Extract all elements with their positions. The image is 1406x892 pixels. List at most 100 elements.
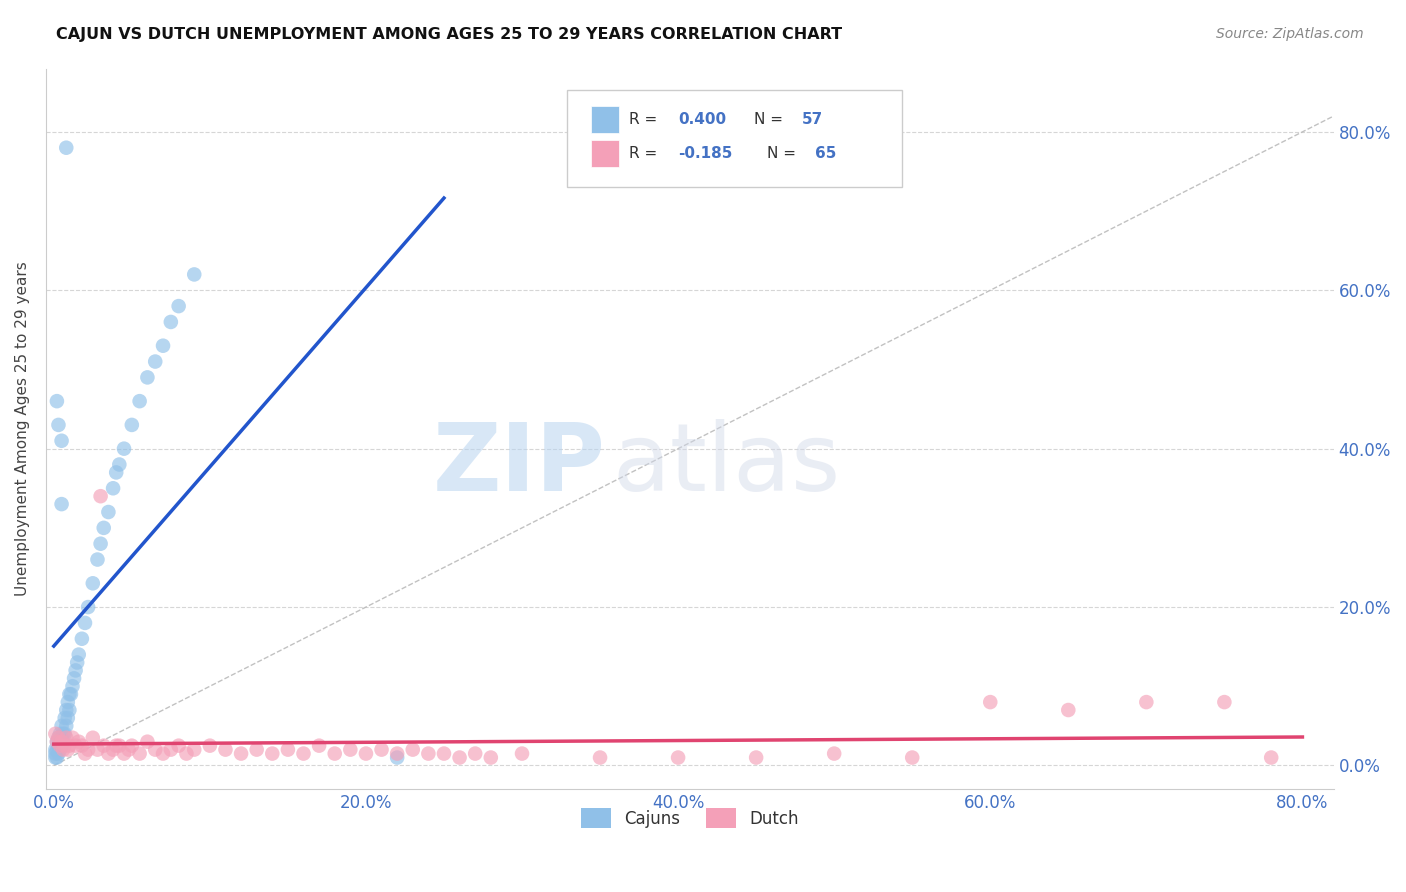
Point	[308, 739, 330, 753]
Point	[229, 747, 252, 761]
Text: atlas: atlas	[613, 419, 841, 511]
Point	[1213, 695, 1236, 709]
Point	[121, 417, 143, 432]
Point	[823, 747, 845, 761]
Point	[90, 537, 112, 551]
Point	[901, 750, 924, 764]
Point	[48, 731, 70, 745]
Text: 0.400: 0.400	[678, 112, 727, 128]
Point	[48, 739, 70, 753]
Point	[402, 742, 425, 756]
Point	[198, 739, 221, 753]
Point	[143, 742, 166, 756]
Point	[449, 750, 471, 764]
Point	[262, 747, 284, 761]
Point	[66, 656, 89, 670]
Point	[44, 750, 66, 764]
Point	[108, 739, 131, 753]
Point	[183, 268, 205, 282]
FancyBboxPatch shape	[568, 90, 903, 187]
Point	[385, 750, 408, 764]
Point	[108, 458, 131, 472]
Point	[55, 719, 77, 733]
Point	[128, 747, 150, 761]
Point	[479, 750, 502, 764]
Point	[55, 141, 77, 155]
Point	[323, 747, 346, 761]
Bar	[591, 140, 619, 168]
Point	[44, 747, 66, 761]
Point	[49, 742, 72, 756]
Point	[62, 679, 84, 693]
Point	[59, 687, 82, 701]
Point	[745, 750, 768, 764]
Point	[56, 695, 79, 709]
Point	[101, 742, 124, 756]
Point	[128, 394, 150, 409]
Point	[65, 739, 87, 753]
Point	[48, 747, 70, 761]
Point	[70, 632, 93, 646]
Point	[49, 739, 72, 753]
Point	[105, 466, 128, 480]
Point	[143, 354, 166, 368]
Point	[63, 671, 86, 685]
Point	[160, 315, 183, 329]
Point	[82, 576, 104, 591]
Point	[152, 747, 174, 761]
Point	[121, 739, 143, 753]
Point	[385, 747, 408, 761]
Text: -0.185: -0.185	[678, 146, 733, 161]
Point	[118, 742, 141, 756]
Point	[152, 339, 174, 353]
Point	[464, 747, 486, 761]
Text: 65: 65	[814, 146, 837, 161]
Point	[136, 370, 159, 384]
Point	[97, 747, 120, 761]
Point	[246, 742, 269, 756]
Text: Source: ZipAtlas.com: Source: ZipAtlas.com	[1216, 27, 1364, 41]
Point	[510, 747, 533, 761]
Point	[45, 735, 67, 749]
Point	[97, 505, 120, 519]
Point	[167, 299, 190, 313]
Point	[589, 750, 612, 764]
Point	[101, 481, 124, 495]
Point	[93, 521, 115, 535]
Point	[77, 742, 100, 756]
Point	[979, 695, 1001, 709]
Point	[48, 731, 70, 745]
Point	[160, 742, 183, 756]
Point	[52, 727, 75, 741]
Point	[58, 703, 80, 717]
Point	[58, 687, 80, 701]
Point	[45, 735, 67, 749]
Point	[292, 747, 315, 761]
Point	[45, 742, 67, 756]
Point	[86, 552, 108, 566]
Point	[70, 739, 93, 753]
Point	[93, 739, 115, 753]
Point	[176, 747, 198, 761]
Text: R =: R =	[630, 112, 662, 128]
Point	[52, 742, 75, 756]
Point	[167, 739, 190, 753]
Point	[73, 615, 96, 630]
Point	[55, 703, 77, 717]
Point	[53, 711, 76, 725]
Point	[339, 742, 361, 756]
Point	[277, 742, 299, 756]
Point	[90, 489, 112, 503]
Point	[62, 731, 84, 745]
Point	[418, 747, 440, 761]
Point	[433, 747, 456, 761]
Text: N =: N =	[768, 146, 801, 161]
Point	[370, 742, 392, 756]
Point	[1057, 703, 1080, 717]
Point	[45, 394, 67, 409]
Point	[56, 711, 79, 725]
Point	[44, 727, 66, 741]
Point	[112, 442, 135, 456]
Point	[86, 742, 108, 756]
Point	[73, 747, 96, 761]
